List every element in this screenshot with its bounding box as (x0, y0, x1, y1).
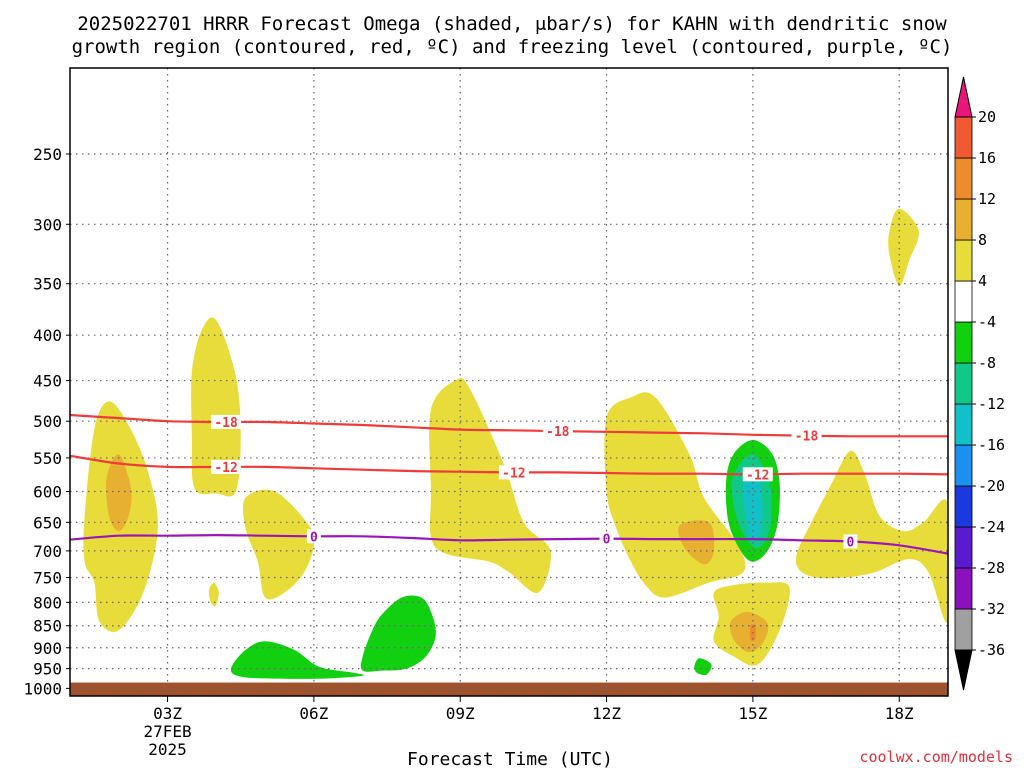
y-tick-label-600: 600 (33, 482, 62, 501)
chart-title-line-1: 2025022701 HRRR Forecast Omega (shaded, … (77, 13, 947, 35)
x-tick-label-06Z: 06Z (299, 704, 328, 723)
credit-link[interactable]: coolwx.com/models (859, 748, 1013, 766)
contour-label-bg-0-1 (306, 529, 321, 544)
colorbar-label-8: -8 (978, 354, 996, 372)
plot-frame (69, 67, 949, 697)
y-tick-label-900: 900 (33, 639, 62, 658)
ground-layer (70, 682, 948, 696)
x-tick-label-09Z: 09Z (446, 704, 475, 723)
y-tick-label-500: 500 (33, 412, 62, 431)
y-tick-label-850: 850 (33, 617, 62, 636)
x-date-day: 27FEB (143, 722, 191, 741)
contour-label-minus12-1: -12 (214, 461, 237, 476)
contour-label-bg-minus12-1 (211, 459, 242, 474)
colorbar-segment-9 (954, 280, 973, 323)
colorbar-segment-10 (954, 239, 973, 282)
contour-label-bg-minus12-2 (498, 465, 529, 480)
x-tick-label-03Z: 03Z (153, 704, 182, 723)
colorbar-label-6: -16 (978, 436, 1005, 454)
ground-fill (70, 682, 948, 696)
omega-region-15 (795, 450, 948, 623)
contour-label-minus12-3: -12 (746, 468, 769, 483)
colorbar-segment-1 (954, 608, 973, 651)
contour-label-bg-minus18-1 (211, 414, 242, 429)
colorbar-over-triangle (954, 76, 973, 118)
colorbar-segment-12 (954, 157, 973, 200)
x-tick-label-12Z: 12Z (592, 704, 621, 723)
colorbar-label-10: 4 (978, 272, 987, 290)
x-tick-label-15Z: 15Z (738, 704, 767, 723)
x-tick-label-18Z: 18Z (885, 704, 914, 723)
pressure-axis: 250 300 350 400 450 500 550 600 650 700 750 800 850 9… (23, 145, 70, 698)
chart-title-line-2: growth region (contoured, red, ºC) and f… (72, 36, 953, 58)
contour-label-bg-minus12-3 (742, 467, 773, 482)
x-axis-label: Forecast Time (UTC) (407, 749, 613, 768)
colorbar-segment-11 (954, 198, 973, 241)
omega-region-8 (678, 520, 715, 565)
contour-label-minus12-2: -12 (502, 466, 525, 481)
contour-label-0-1: 0 (310, 530, 318, 545)
colorbar-segment-4 (954, 485, 973, 528)
colorbar-segment-6 (954, 403, 973, 446)
colorbar-under-triangle (954, 649, 973, 691)
y-tick-label-650: 650 (33, 513, 62, 532)
dotted-grid (70, 68, 948, 696)
omega-region-4 (208, 582, 219, 607)
colorbar-label-2: -32 (978, 600, 1005, 618)
colorbar-segment-3 (954, 526, 973, 569)
omega-region-2 (106, 454, 132, 532)
colorbar-label-5: -20 (978, 477, 1005, 495)
colorbar-segment-5 (954, 444, 973, 487)
y-tick-label-1000: 1000 (23, 679, 62, 698)
contour-label-0-2: 0 (603, 533, 611, 548)
y-tick-label-750: 750 (33, 568, 62, 587)
omega-region-3 (191, 317, 241, 497)
omega-region-10 (729, 611, 769, 653)
contour-line-0 (70, 533, 948, 555)
colorbar-label-4: -24 (978, 518, 1005, 536)
x-date-year: 2025 (148, 740, 187, 759)
colorbar-label-1: -36 (978, 641, 1005, 659)
contour-label-minus18-1: -18 (214, 416, 238, 431)
y-tick-label-700: 700 (33, 542, 62, 561)
colorbar-label-14: 20 (978, 108, 996, 126)
y-tick-label-250: 250 (33, 145, 62, 164)
y-tick-label-800: 800 (33, 593, 62, 612)
colorbar-label-9: -4 (978, 313, 996, 331)
contour-label-bg-0-3 (843, 534, 858, 549)
contour-label-bg-0-2 (599, 531, 614, 546)
colorbar-segment-7 (954, 362, 973, 405)
colorbar-label-12: 12 (978, 190, 996, 208)
omega-region-19 (694, 658, 712, 676)
y-tick-label-550: 550 (33, 449, 62, 468)
contour-label-minus18-3: -18 (795, 430, 819, 445)
contour-label-bg-minus18-2 (542, 424, 573, 439)
omega-region-16 (888, 208, 919, 286)
y-tick-label-300: 300 (33, 215, 62, 234)
y-tick-label-400: 400 (33, 326, 62, 345)
contour-label-bg-minus18-3 (791, 428, 822, 443)
colorbar-label-7: -12 (978, 395, 1005, 413)
y-tick-label-450: 450 (33, 372, 62, 391)
omega-region-5 (242, 489, 315, 600)
colorbar-segment-2 (954, 567, 973, 610)
omega-region-18 (360, 595, 436, 672)
colorbar-label-13: 16 (978, 149, 996, 167)
y-tick-label-350: 350 (33, 275, 62, 294)
omega-region-17 (230, 641, 365, 679)
colorbar-label-3: -28 (978, 559, 1005, 577)
colorbar-label-11: 8 (978, 231, 987, 249)
y-tick-label-950: 950 (33, 660, 62, 679)
temperature-contours: -18 -18 -18 -12 -12 -12 0 0 0 (70, 413, 948, 555)
contour-label-minus18-2: -18 (546, 425, 570, 440)
colorbar-segment-8 (954, 321, 973, 364)
contour-label-0-3: 0 (847, 535, 855, 550)
colorbar-segment-13 (954, 116, 973, 159)
omega-colorbar: -36 -32 -28 -24 -20 -16 -12 -8 -4 4 8 12 16 20 (954, 76, 1005, 691)
